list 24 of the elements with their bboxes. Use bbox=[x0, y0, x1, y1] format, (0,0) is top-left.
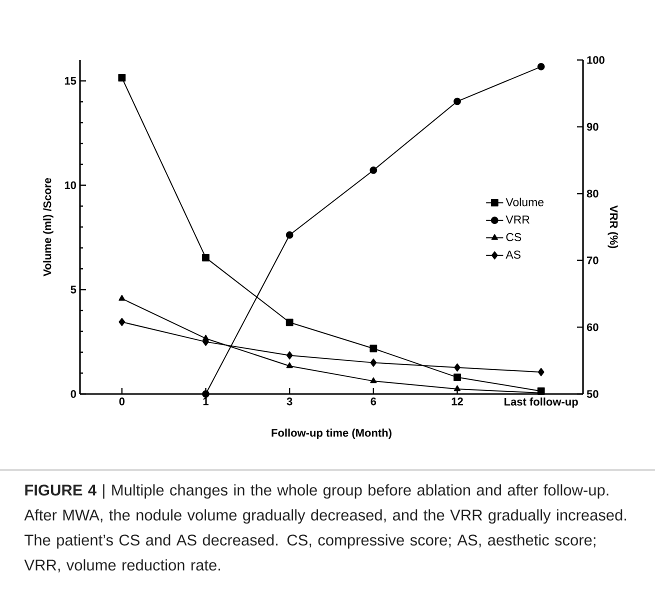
x-axis-title: Follow-up time (Month) bbox=[272, 428, 392, 439]
x-tick-label: Last follow-up bbox=[504, 398, 578, 408]
y-tick-label: 15 bbox=[64, 77, 76, 85]
y2-axis-title: VRR (%) bbox=[608, 205, 618, 248]
y-tick-label: 0 bbox=[70, 390, 76, 398]
y2-tick-label: 50 bbox=[586, 390, 598, 398]
y2-tick-label: 60 bbox=[586, 323, 598, 332]
y2-tick-label: 80 bbox=[586, 190, 598, 198]
x-tick-label: 6 bbox=[370, 398, 376, 406]
y2-tick-label: 100 bbox=[587, 56, 604, 64]
y-axis-title: Volume (ml) /Score bbox=[43, 178, 54, 276]
y2-tick-label: 90 bbox=[586, 122, 598, 131]
text: FIGURE 4 | Multiple changes in the whole group before ablation and after follow-up. After MWA, the nodule volume gradually decreased, and the VRR gradually increased. The patient’s CS and AS decreased. CS, compressive score; AS, aesthetic score; VRR, volume reduction rate. bbox=[24, 484, 626, 572]
y-tick-label: 5 bbox=[70, 286, 76, 294]
legend-label: Volume bbox=[506, 198, 544, 206]
legend-label: VRR bbox=[506, 216, 530, 224]
legend-label: CS bbox=[506, 233, 522, 242]
x-tick-label: 0 bbox=[119, 398, 125, 406]
x-tick-label: 12 bbox=[452, 398, 463, 406]
x-tick-label: 3 bbox=[286, 398, 292, 406]
y2-tick-label: 70 bbox=[587, 256, 598, 264]
legend-label: AS bbox=[506, 250, 520, 259]
x-tick-label: 1 bbox=[203, 398, 208, 406]
y-tick-label: 10 bbox=[64, 181, 76, 190]
